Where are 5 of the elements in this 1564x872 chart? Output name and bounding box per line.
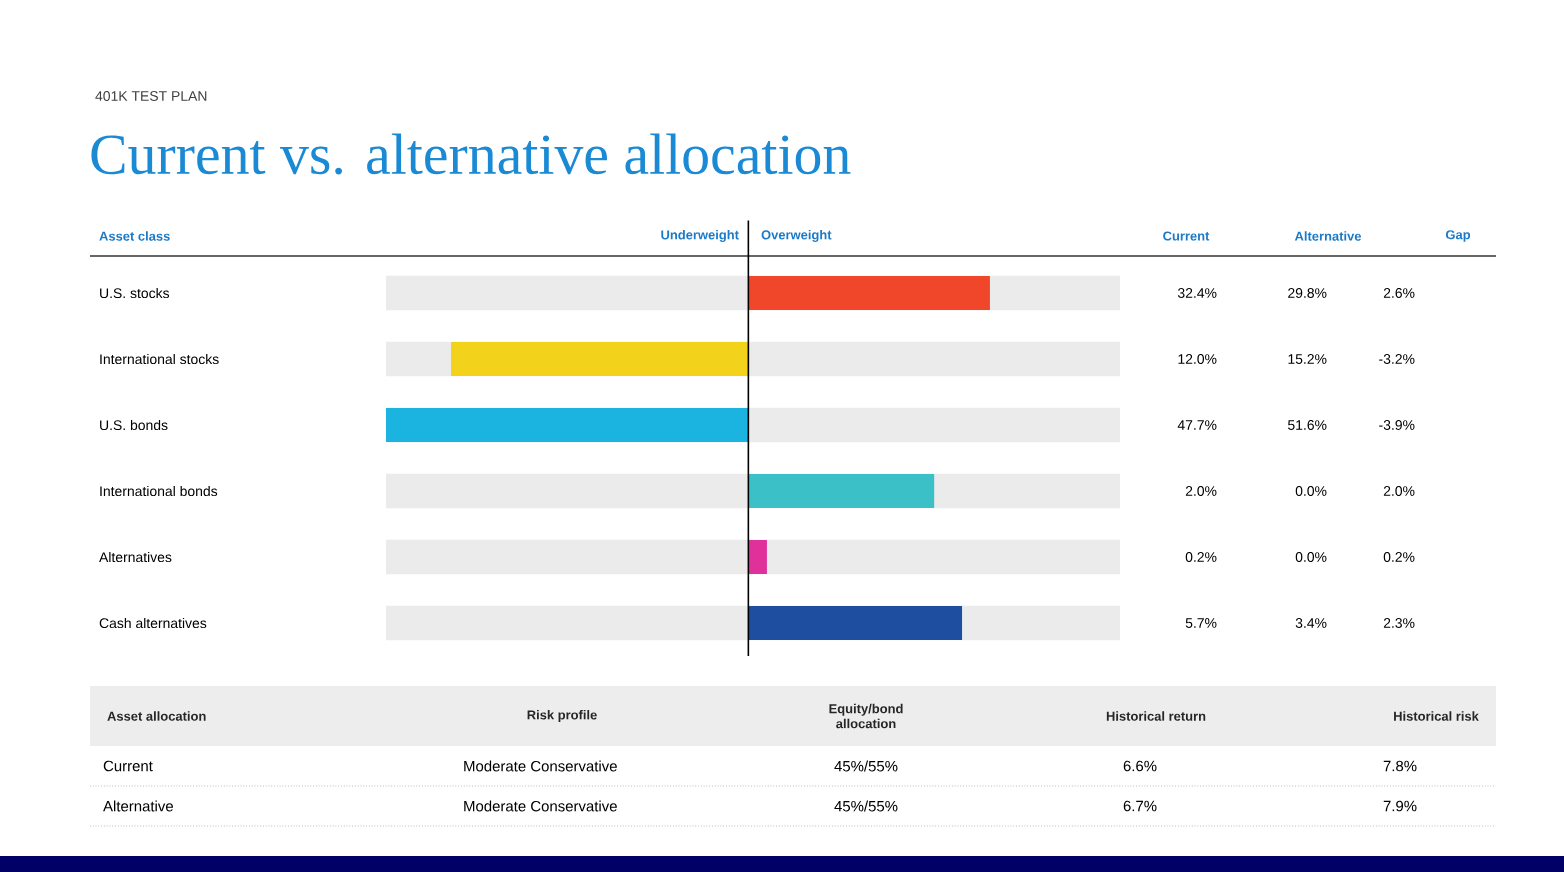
bar	[748, 540, 767, 575]
bar	[748, 606, 963, 640]
bar	[748, 474, 935, 509]
bar	[748, 276, 990, 311]
chart-title: Current vs. alternative allocation	[91, 133, 851, 175]
